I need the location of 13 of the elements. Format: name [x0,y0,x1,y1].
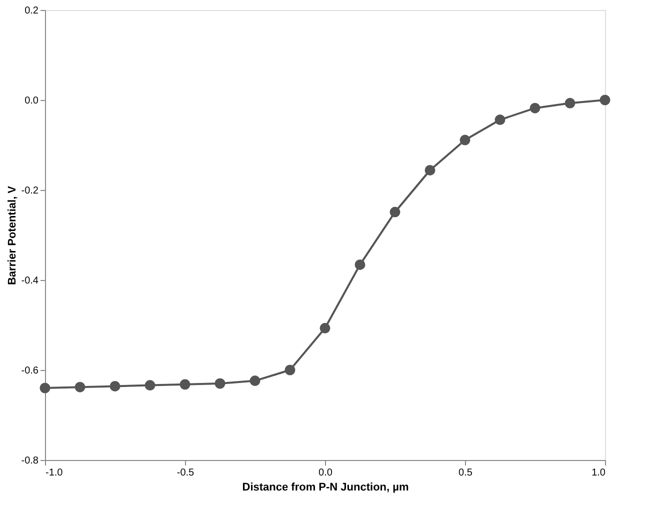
x-tick-label: 0.0 [318,468,333,478]
y-tick-label: -0.4 [21,276,39,286]
y-tick-label: -0.6 [21,366,39,376]
y-axis-title: Barrier Potential, V [6,185,18,286]
x-axis-title: Distance from P-N Junction, µm [242,482,409,494]
x-tick-label: 1.0 [592,468,606,478]
y-tick-label: 0.2 [24,6,39,16]
y-tick-label: 0.0 [24,96,39,106]
x-tick-label: -1.0 [46,468,64,478]
x-tick-label: 0.5 [458,468,473,478]
y-tick-label: -0.8 [21,456,39,466]
x-tick-label: -0.5 [176,468,195,478]
y-tick-label: -0.2 [21,186,39,196]
